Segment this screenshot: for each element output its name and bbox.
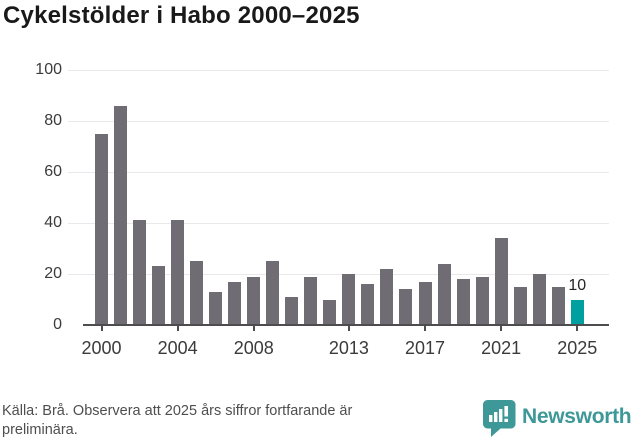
bar-2024	[551, 286, 565, 325]
bar-2000	[95, 133, 108, 325]
bar-2019	[456, 279, 470, 325]
x-axis-label-2004: 2004	[157, 338, 198, 358]
bar-2025	[570, 299, 584, 325]
x-axis-label-2017: 2017	[404, 338, 446, 358]
newsworthy-logo-link[interactable]: Newsworthy	[483, 400, 631, 438]
gridline-100	[68, 70, 609, 71]
bar-2009	[266, 261, 280, 325]
bar-chart-plot: 0 20 40 60 80 100 10 2000 2004 2008 2013 2017 2021 20…	[35, 61, 609, 358]
x-tick-2008	[252, 326, 255, 331]
bar-value-label-2025: 10	[568, 276, 587, 294]
x-axis-label-2000: 2000	[81, 338, 122, 358]
gridline-40	[68, 223, 609, 224]
x-axis-line	[83, 324, 609, 326]
x-axis-label-2008: 2008	[233, 338, 274, 358]
x-tick-2013	[347, 326, 350, 331]
footer: Källa: Brå. Observera att 2025 års siffr…	[0, 398, 631, 439]
y-axis-label-0: 0	[53, 316, 62, 333]
bar-2015	[380, 268, 394, 325]
x-axis-label-2021: 2021	[481, 338, 522, 358]
x-axis-label-2013: 2013	[328, 338, 369, 358]
bar-2023	[532, 274, 546, 325]
bar-2020	[475, 276, 489, 325]
bar-2002	[133, 220, 147, 325]
bar-2013	[342, 274, 356, 325]
x-tick-2025	[576, 326, 579, 331]
bar-2010	[285, 296, 299, 325]
gridline-80	[68, 121, 609, 122]
x-tick-2000	[100, 326, 103, 331]
source-note: Källa: Brå. Observera att 2025 års siffr…	[2, 403, 353, 438]
bar-2012	[323, 299, 337, 325]
bar-2017	[418, 281, 432, 325]
bar-2008	[247, 276, 261, 325]
bar-2003	[152, 266, 166, 325]
bar-2006	[209, 291, 223, 325]
y-axis-label-80: 80	[44, 112, 62, 129]
bar-2005	[190, 261, 204, 325]
y-axis-label-40: 40	[44, 214, 62, 231]
gridline-20	[68, 274, 609, 275]
bar-2014	[361, 284, 375, 325]
bar-2001	[114, 105, 128, 325]
x-tick-2004	[176, 326, 179, 331]
x-tick-2017	[424, 326, 426, 331]
y-axis-label-20: 20	[44, 265, 62, 282]
y-axis-label-60: 60	[44, 163, 62, 180]
bar-2016	[399, 289, 413, 325]
y-axis-label-100: 100	[35, 61, 62, 78]
bar-2004	[171, 220, 185, 325]
bar-2018	[437, 263, 451, 325]
x-axis-label-2025: 2025	[557, 338, 598, 358]
newsworthy-wordmark: Newsworthy	[522, 405, 631, 428]
bar-2021	[494, 238, 508, 325]
bar-2011	[304, 276, 318, 325]
chart-title: Cykelstölder i Habo 2000–2025	[3, 2, 360, 29]
gridline-60	[68, 172, 609, 173]
newsworthy-speech-bubble-chart-icon	[483, 400, 516, 437]
bar-2007	[228, 281, 242, 325]
bar-2022	[513, 286, 527, 325]
x-tick-2021	[500, 326, 503, 331]
